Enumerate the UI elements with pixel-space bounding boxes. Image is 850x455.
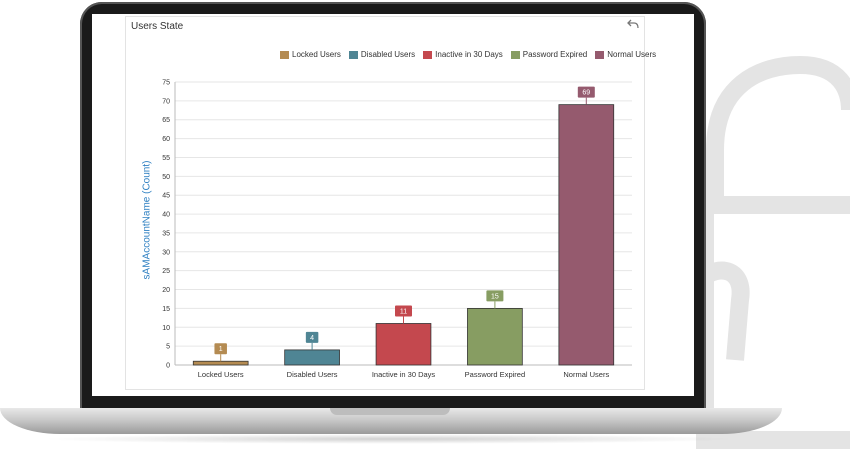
legend-item[interactable]: Normal Users [595, 50, 656, 59]
panel-title: Users State [131, 21, 184, 32]
data-label: 15 [491, 293, 499, 300]
y-tick-label: 40 [162, 212, 170, 219]
y-tick-label: 15 [162, 306, 170, 313]
legend-label: Password Expired [522, 50, 588, 59]
y-tick-label: 5 [166, 344, 170, 351]
undo-icon[interactable] [627, 19, 639, 29]
bar [375, 323, 432, 366]
y-tick-label: 25 [162, 268, 170, 275]
y-tick-label: 65 [162, 117, 170, 124]
y-tick-label: 20 [162, 287, 170, 294]
bar [284, 349, 340, 366]
data-label: 1 [219, 346, 223, 353]
y-tick-label: 55 [162, 155, 170, 162]
x-tick-label: Normal Users [563, 370, 609, 379]
legend-item[interactable]: Disabled Users [348, 50, 416, 59]
y-tick-label: 30 [162, 249, 170, 256]
legend-swatch [423, 50, 433, 59]
legend-label: Disabled Users [360, 50, 416, 59]
legend-label: Locked Users [292, 50, 341, 59]
data-label-box [214, 343, 227, 355]
data-label-box [395, 305, 412, 317]
bar [558, 104, 615, 366]
laptop-notch [330, 408, 450, 415]
y-tick-label: 75 [162, 80, 170, 87]
laptop-shadow [40, 434, 740, 444]
data-label-box [577, 86, 595, 98]
legend-label: Inactive in 30 Days [435, 50, 503, 59]
data-label: 4 [310, 335, 314, 342]
y-tick-label: 70 [162, 98, 170, 105]
x-tick-label: Disabled Users [287, 370, 338, 379]
legend-item[interactable]: Inactive in 30 Days [423, 50, 503, 59]
legend-label: Normal Users [607, 50, 657, 59]
bar [467, 307, 523, 366]
x-tick-label: Inactive in 30 Days [372, 370, 436, 379]
x-tick-label: Password Expired [465, 370, 525, 379]
y-tick-label: 45 [162, 193, 170, 200]
legend-swatch [510, 50, 520, 59]
bar [192, 360, 249, 366]
y-tick-label: 35 [162, 230, 170, 237]
y-tick-label: 10 [162, 325, 170, 332]
x-tick-label: Locked Users [198, 370, 244, 379]
y-tick-label: 50 [162, 174, 170, 181]
chart-legend: Locked Users Disabled Users Inactive in 30… [280, 50, 656, 59]
data-label-box [486, 290, 504, 302]
y-tick-label: 60 [162, 136, 170, 143]
data-label-box [305, 331, 319, 343]
data-label: 69 [582, 90, 590, 97]
legend-item[interactable]: Locked Users [280, 50, 341, 59]
legend-swatch [280, 50, 289, 59]
data-label: 11 [400, 308, 407, 315]
legend-item[interactable]: Password Expired [510, 50, 588, 59]
legend-swatch [348, 50, 358, 59]
legend-swatch [595, 50, 605, 59]
y-tick-label: 0 [166, 363, 170, 370]
